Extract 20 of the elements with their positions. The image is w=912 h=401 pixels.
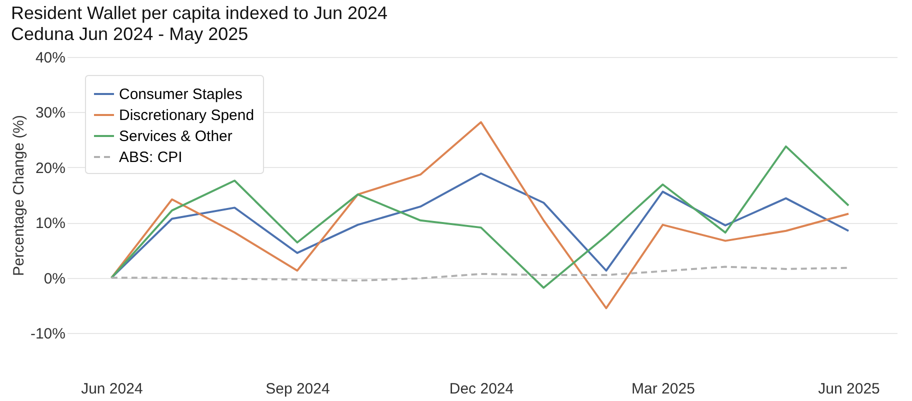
line-series — [110, 145, 850, 289]
legend-label: ABS: CPI — [119, 149, 182, 166]
y-tick-label: -10% — [30, 326, 66, 342]
line-series — [110, 266, 850, 282]
y-axis-title: Percentage Change (%) — [10, 115, 28, 276]
x-tick-label: Mar 2025 — [632, 380, 695, 398]
legend-label: Consumer Staples — [119, 86, 242, 103]
x-tick-label: Sep 2024 — [266, 380, 330, 398]
y-tick-label: 20% — [35, 160, 66, 177]
y-tick-label: 40% — [35, 50, 66, 66]
chart-title: Resident Wallet per capita indexed to Jun 2024 — [10, 3, 388, 23]
legend-label: Services & Other — [119, 128, 232, 145]
legend-label: Discretionary Spend — [119, 107, 254, 124]
y-tick-label: 10% — [35, 215, 66, 232]
x-tick-label: Dec 2024 — [449, 380, 514, 398]
y-tick-label: 0% — [44, 270, 66, 288]
chart-subtitle: Ceduna Jun 2024 - May 2025 — [10, 24, 248, 44]
x-tick-label: Jun 2024 — [81, 380, 143, 398]
x-tick-label: Jun 2025 — [818, 380, 880, 398]
y-tick-label: 30% — [35, 104, 66, 122]
